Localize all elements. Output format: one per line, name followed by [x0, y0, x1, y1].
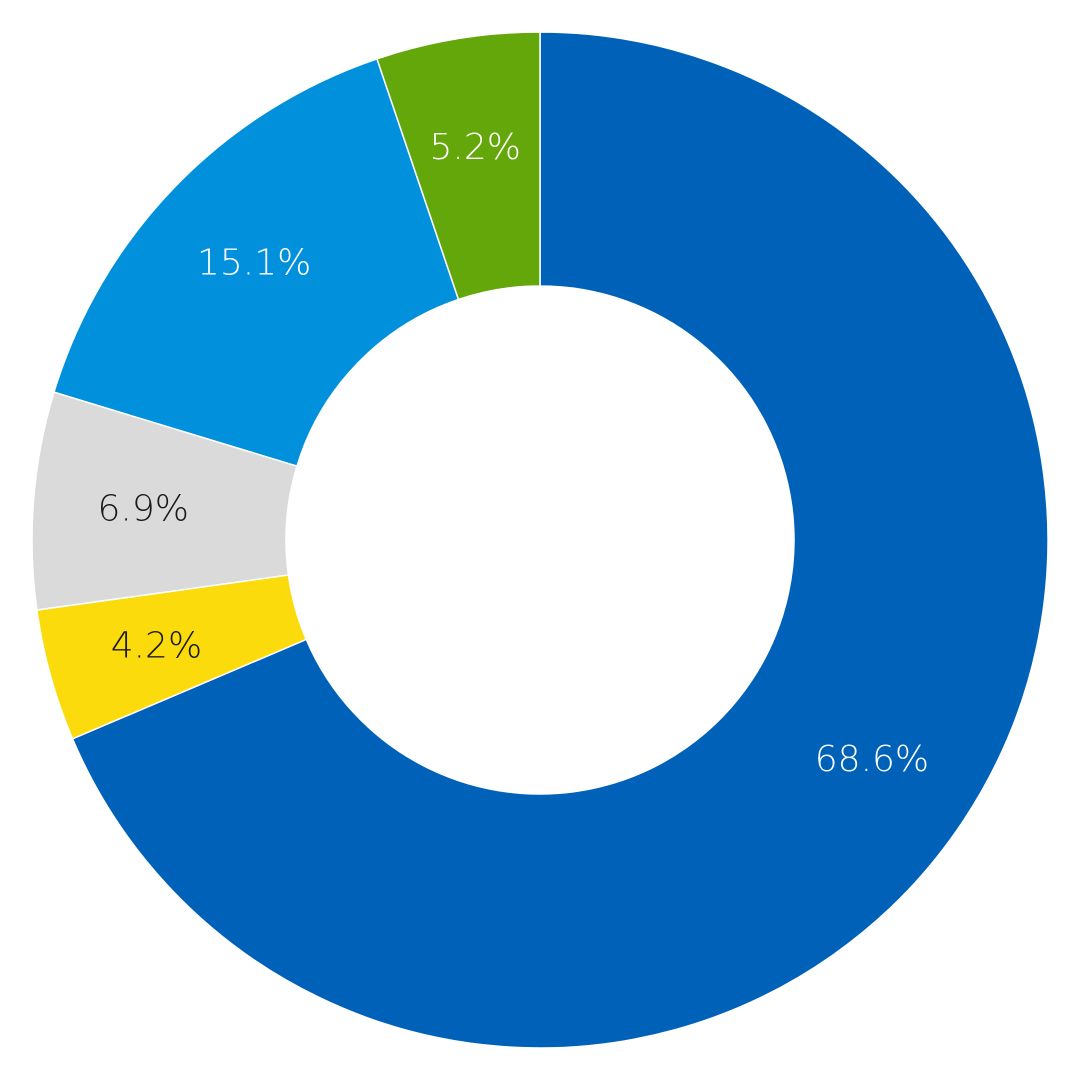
slice-label-4: 5.2% — [430, 127, 521, 168]
slice-label-1: 4.2% — [111, 626, 202, 667]
donut-slice-3 — [53, 57, 460, 468]
donut-labels: 68.6% 4.2% 6.9% 15.1% 5.2% — [97, 127, 929, 780]
donut-slice-0 — [71, 31, 1049, 1049]
donut-slice-4 — [376, 31, 541, 301]
slice-label-3: 15.1% — [197, 243, 311, 284]
donut-slices — [31, 31, 1049, 1049]
slice-label-0: 68.6% — [815, 739, 929, 780]
slice-label-2: 6.9% — [97, 488, 188, 529]
